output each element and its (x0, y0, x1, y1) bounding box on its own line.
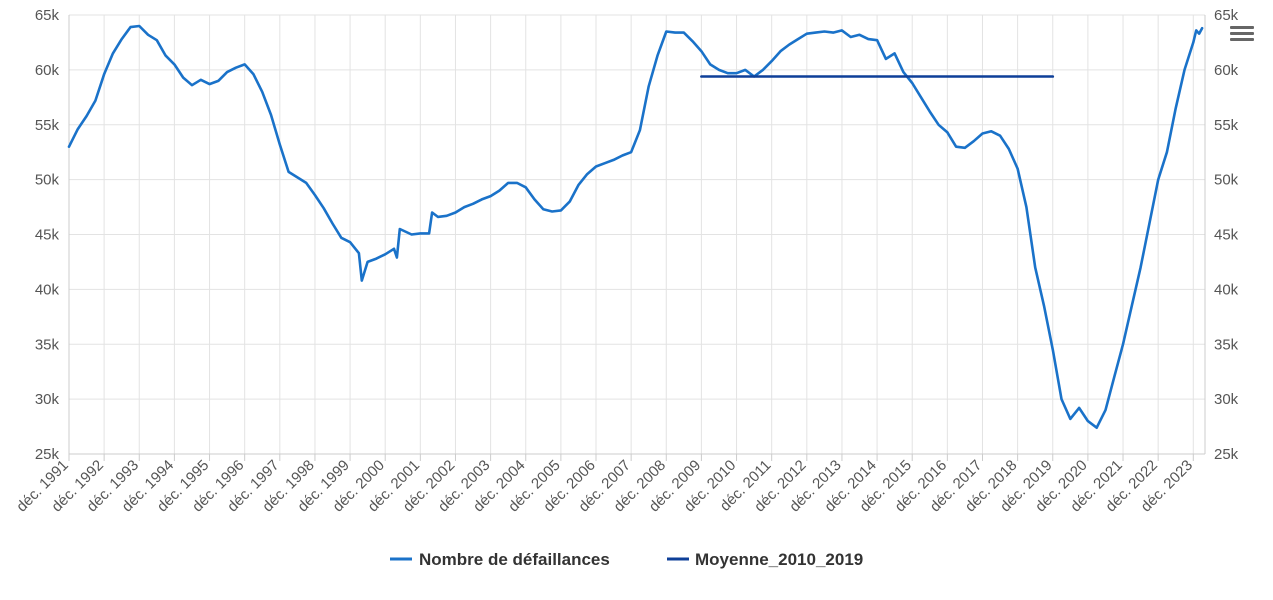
y-tick-label-left: 55k (35, 117, 60, 134)
y-tick-label-right: 45k (1214, 227, 1239, 244)
y-tick-label-left: 45k (35, 227, 60, 244)
series-layer (67, 24, 1204, 429)
hamburger-menu-icon[interactable] (1230, 26, 1254, 41)
y-tick-label-left: 60k (35, 62, 60, 79)
series-line-defaillances[interactable] (67, 24, 1204, 429)
y-tick-label-right: 40k (1214, 281, 1239, 298)
legend-label-defaillances: Nombre de défaillances (419, 550, 610, 569)
y-tick-label-right: 55k (1214, 117, 1239, 134)
y-tick-label-right: 35k (1214, 336, 1239, 353)
legend: Nombre de défaillances Moyenne_2010_2019 (390, 550, 863, 569)
legend-item-defaillances[interactable]: Nombre de défaillances (390, 550, 610, 569)
y-tick-label-right: 65k (1214, 7, 1239, 24)
y-tick-label-right: 50k (1214, 172, 1239, 189)
grid-layer (68, 14, 1205, 455)
y-tick-label-left: 30k (35, 391, 60, 408)
y-tick-label-left: 50k (35, 172, 60, 189)
y-tick-label-left: 25k (35, 446, 60, 463)
y-tick-label-right: 30k (1214, 391, 1239, 408)
legend-item-moyenne[interactable]: Moyenne_2010_2019 (667, 550, 863, 569)
y-tick-label-left: 65k (35, 7, 60, 24)
y-tick-label-right: 60k (1214, 62, 1239, 79)
y-tick-label-right: 25k (1214, 446, 1239, 463)
legend-label-moyenne: Moyenne_2010_2019 (695, 550, 863, 569)
y-tick-label-left: 35k (35, 336, 60, 353)
y-tick-label-left: 40k (35, 281, 60, 298)
